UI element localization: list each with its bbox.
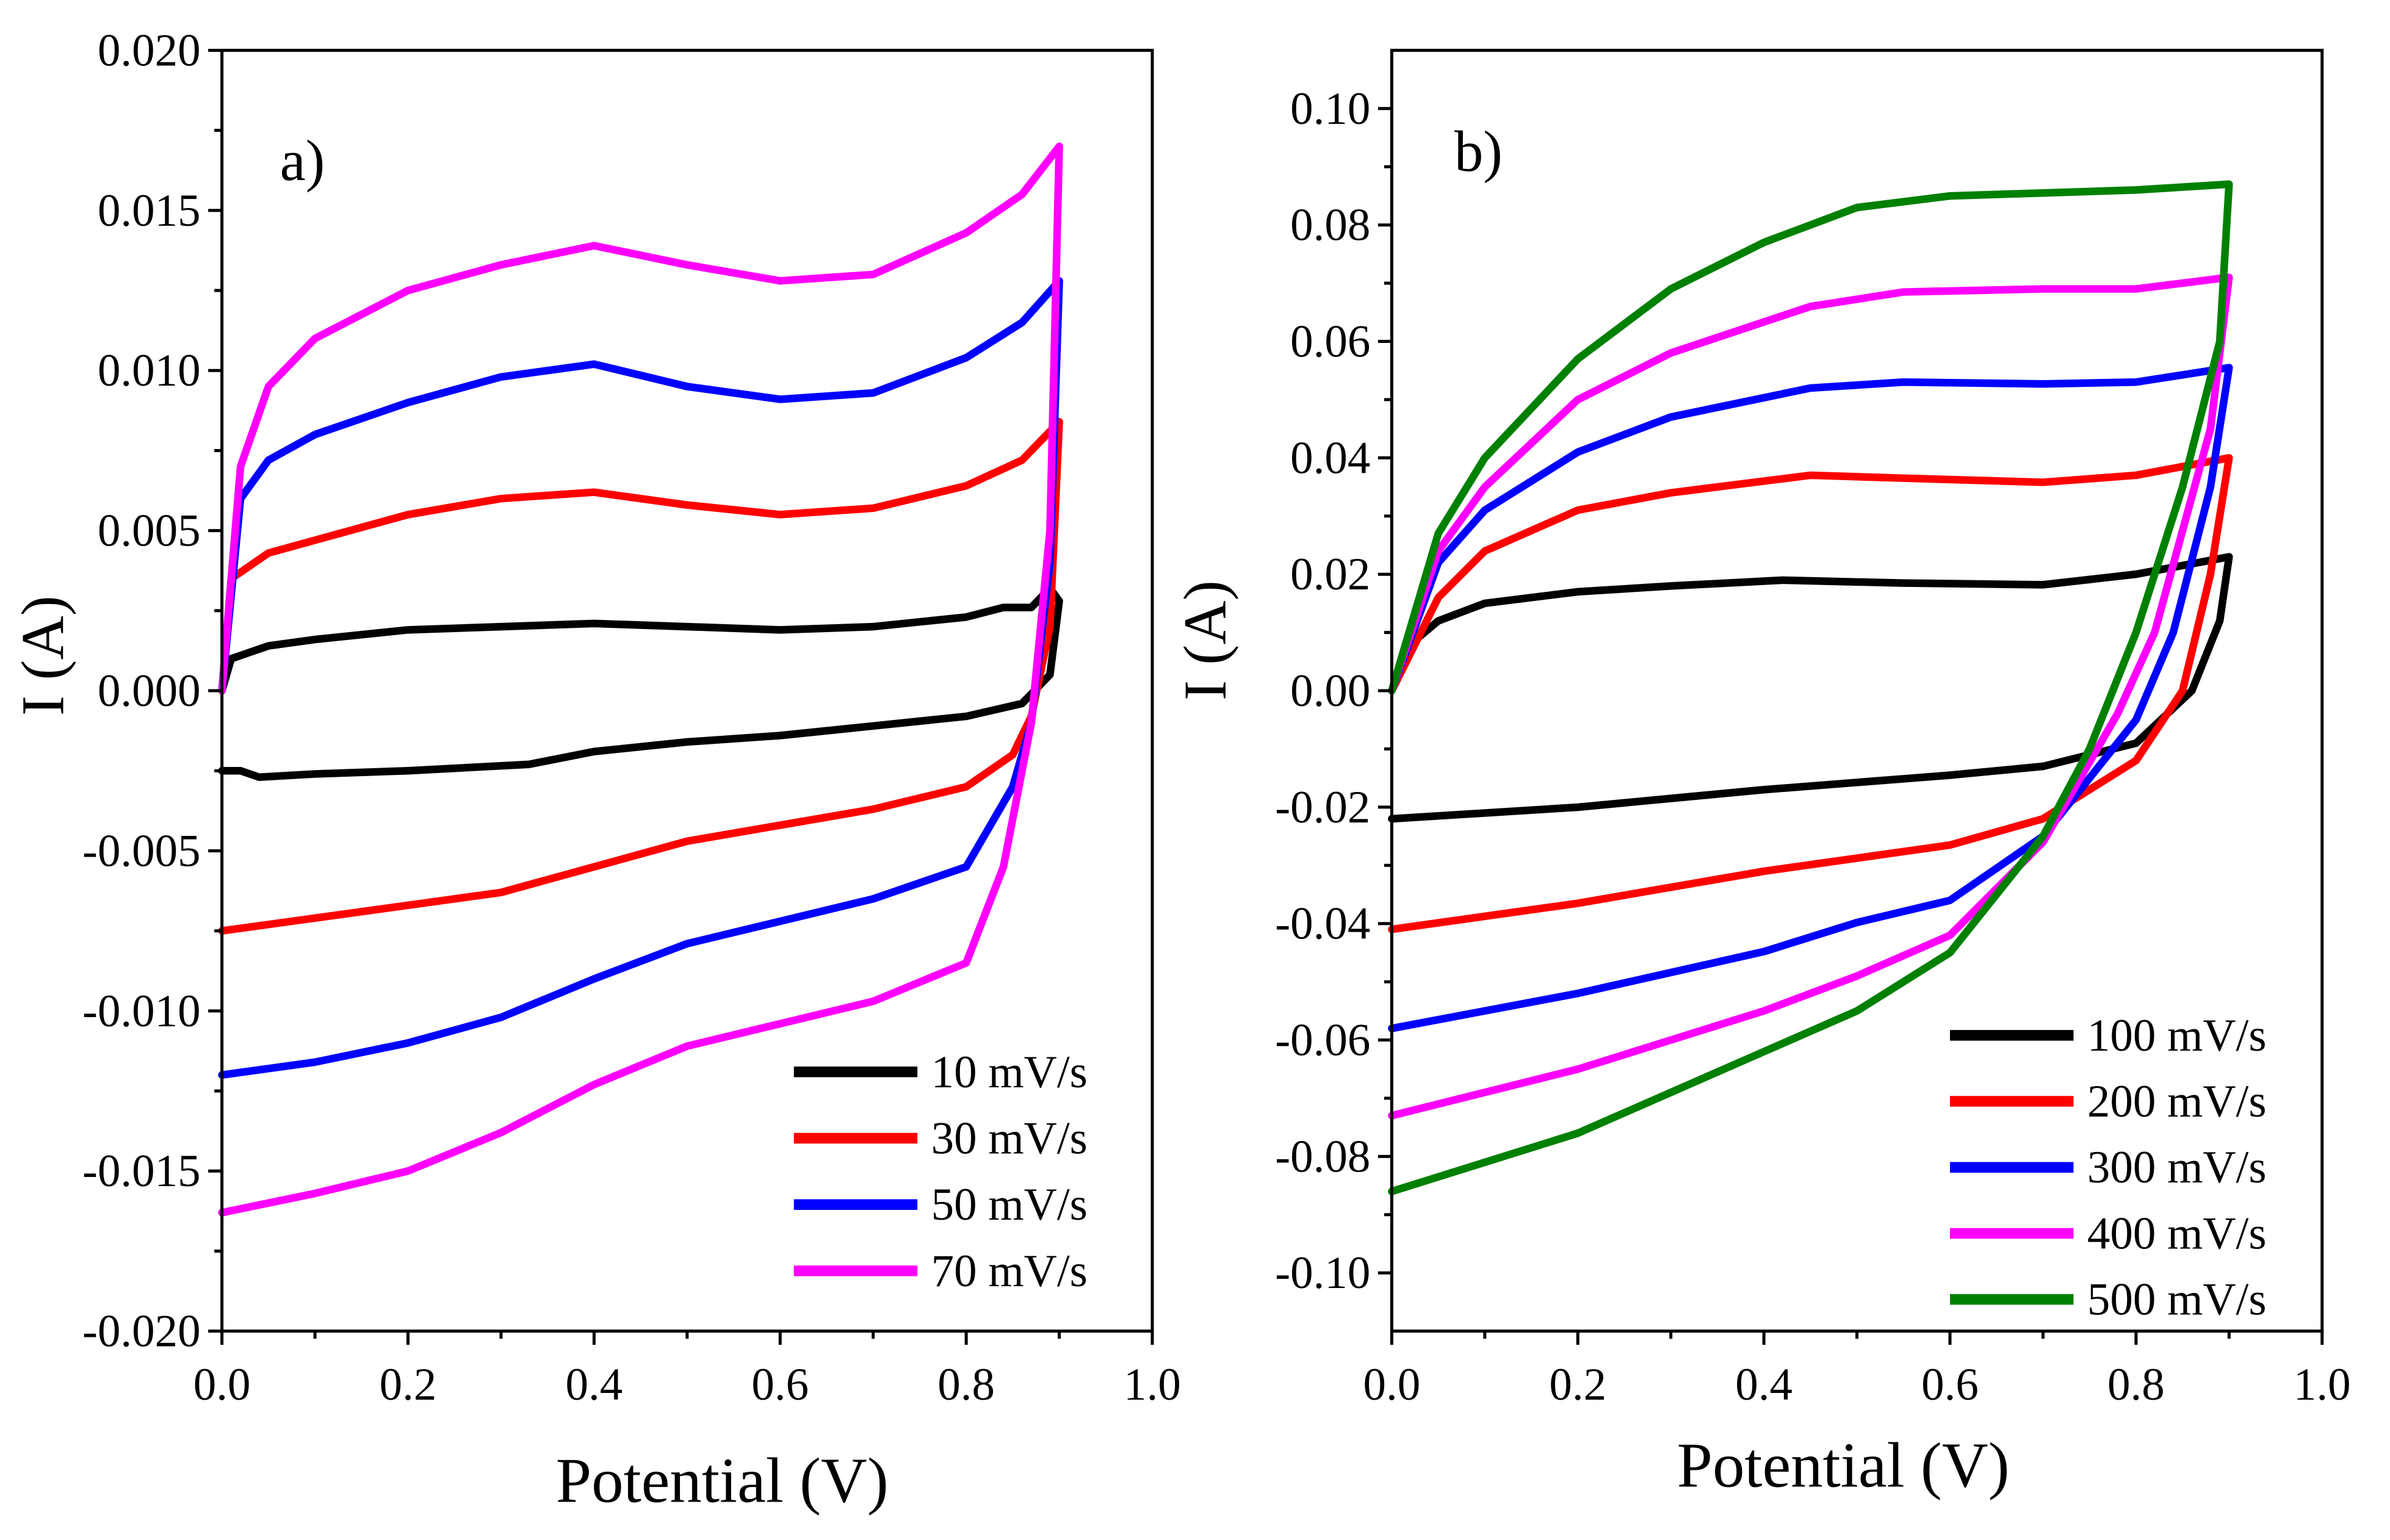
panel-label: b) — [1454, 119, 1503, 184]
series-line-10-mv-s — [218, 584, 1063, 781]
series-line-100-mv-s — [1388, 553, 2233, 823]
y-tick-label: -0.06 — [1275, 1015, 1370, 1066]
legend-label: 300 mV/s — [2087, 1142, 2267, 1193]
y-tick-label: 0.04 — [1290, 433, 1370, 483]
x-tick-label: 1.0 — [2294, 1359, 2351, 1410]
legend-label: 400 mV/s — [2087, 1208, 2267, 1259]
y-tick-label: -0.015 — [82, 1146, 201, 1196]
legend-item: 70 mV/s — [793, 1246, 1088, 1297]
y-axis-label: I (A) — [9, 595, 77, 716]
series-line-200-mv-s — [1388, 454, 2233, 934]
series-line-70-mv-s — [218, 142, 1063, 1217]
legend-label: 100 mV/s — [2087, 1010, 2267, 1061]
legend-item: 30 mV/s — [793, 1114, 1088, 1164]
legend-label: 10 mV/s — [931, 1047, 1088, 1098]
x-tick-label: 0.2 — [1549, 1359, 1606, 1410]
y-tick-label: 0.010 — [98, 345, 201, 396]
legend-label: 30 mV/s — [931, 1114, 1088, 1164]
y-tick-label: -0.08 — [1275, 1131, 1370, 1182]
legend-label: 70 mV/s — [931, 1246, 1088, 1297]
legend-label: 200 mV/s — [2087, 1076, 2267, 1127]
y-tick-label: -0.02 — [1275, 782, 1370, 833]
legend: 10 mV/s 30 mV/s 50 mV/s 70 mV/s — [793, 1047, 1088, 1297]
x-tick-label: 0.4 — [566, 1359, 623, 1410]
y-tick-label: 0.005 — [98, 506, 201, 556]
y-tick-label: -0.04 — [1275, 899, 1370, 949]
series-line-50-mv-s — [218, 277, 1063, 1079]
y-tick-label: 0.000 — [98, 666, 201, 716]
legend-label: 50 mV/s — [931, 1179, 1088, 1230]
legend-item: 300 mV/s — [1950, 1142, 2267, 1193]
x-tick-label: 0.8 — [937, 1359, 995, 1410]
y-tick-label: 0.02 — [1290, 549, 1370, 600]
y-tick-label: -0.020 — [82, 1306, 201, 1357]
y-tick-label: 0.00 — [1290, 666, 1370, 716]
x-tick-label: 0.6 — [751, 1359, 809, 1410]
legend-label: 500 mV/s — [2087, 1275, 2267, 1325]
chart-panel-a: 0.0 0.2 0.4 0.6 0.8 1.0 -0.020 -0.015 -0.010 -0.0… — [9, 25, 1181, 1516]
y-tick-label: -0.10 — [1275, 1248, 1370, 1298]
series-line-500-mv-s — [1388, 180, 2233, 1195]
series-group — [218, 142, 1063, 1217]
x-axis-label: Potential (V) — [556, 1445, 889, 1516]
legend-item: 100 mV/s — [1950, 1010, 2267, 1061]
x-axis-label: Potential (V) — [1677, 1430, 2010, 1501]
y-tick-label: -0.005 — [82, 826, 201, 876]
legend-item: 400 mV/s — [1950, 1208, 2267, 1259]
y-axis-label: I (A) — [1171, 580, 1239, 700]
x-tick-label: 0.2 — [380, 1359, 437, 1410]
series-group — [1388, 180, 2233, 1195]
y-tick-label: 0.020 — [98, 25, 201, 76]
legend-item: 10 mV/s — [793, 1047, 1088, 1098]
x-tick-label: 0.6 — [1921, 1359, 1979, 1410]
panel-label: a) — [280, 128, 325, 193]
series-line-30-mv-s — [218, 417, 1063, 935]
chart-panel-b: 0.0 0.2 0.4 0.6 0.8 1.0 -0.10 -0.08 -0.06 -0.04 -0… — [1171, 48, 2351, 1501]
y-tick-label: -0.010 — [82, 986, 201, 1037]
series-line-400-mv-s — [1388, 273, 2233, 1120]
y-tick-label: 0.10 — [1290, 84, 1370, 134]
y-tick-label: 0.08 — [1290, 200, 1370, 251]
x-tick-label: 0.8 — [2107, 1359, 2165, 1410]
legend-item: 50 mV/s — [793, 1179, 1088, 1230]
x-tick-label: 1.0 — [1124, 1359, 1181, 1410]
legend: 100 mV/s 200 mV/s 300 mV/s 400 mV/s 500 mV/s — [1950, 1010, 2267, 1325]
x-tick-label: 0.0 — [193, 1359, 251, 1410]
x-tick-label: 0.4 — [1735, 1359, 1792, 1410]
x-tick-label: 0.0 — [1363, 1359, 1421, 1410]
legend-item: 200 mV/s — [1950, 1076, 2267, 1127]
y-tick-label: 0.06 — [1290, 317, 1370, 367]
y-tick-label: 0.015 — [98, 185, 201, 236]
series-line-300-mv-s — [1388, 364, 2233, 1032]
legend-item: 500 mV/s — [1950, 1275, 2267, 1325]
